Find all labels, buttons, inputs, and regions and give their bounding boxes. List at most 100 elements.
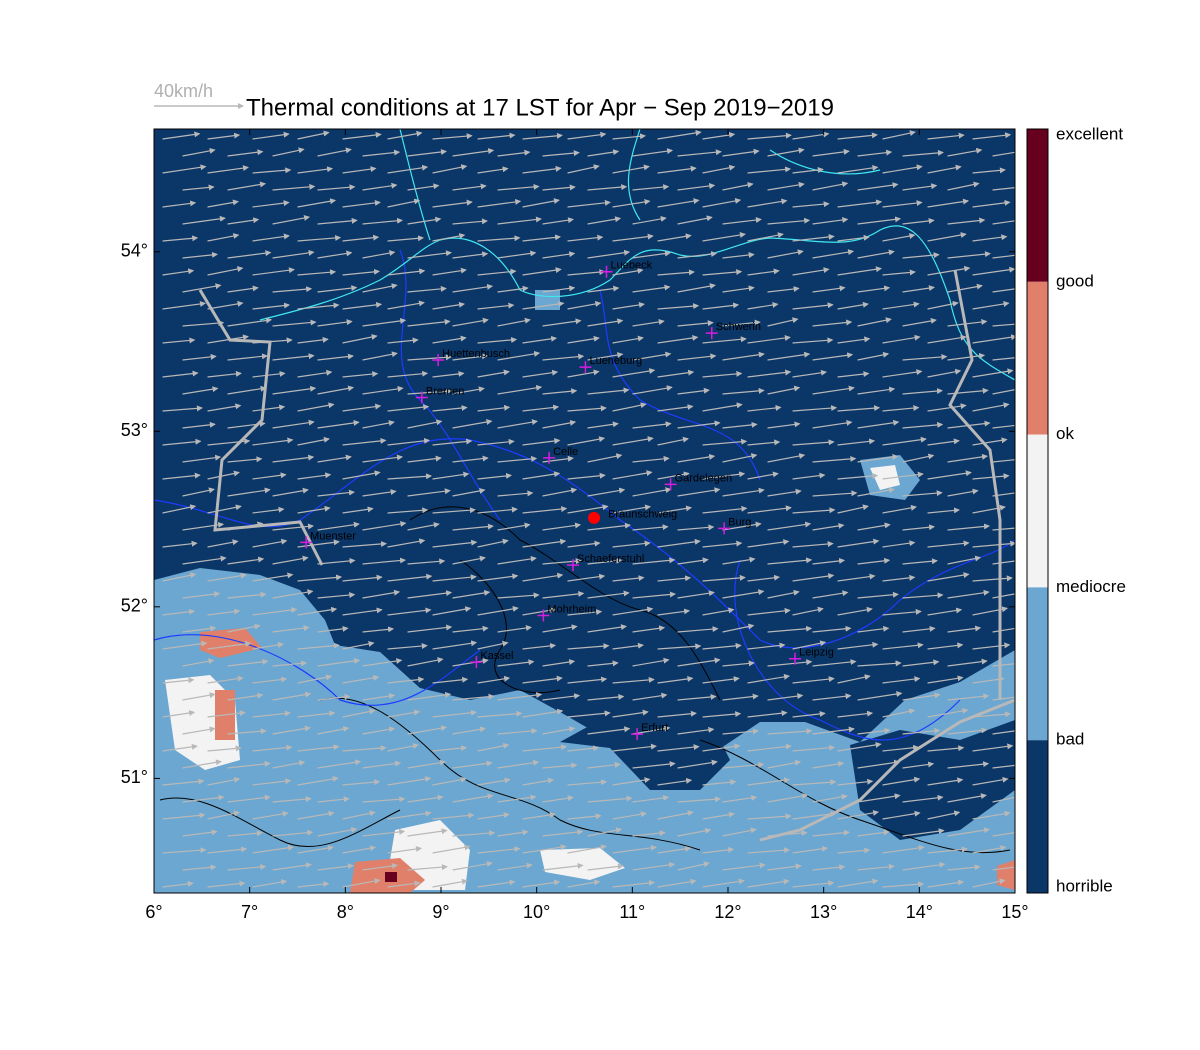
wind-arrow	[947, 283, 983, 293]
wind-arrow	[792, 166, 824, 174]
wind-arrow	[407, 318, 451, 327]
wind-arrow	[162, 640, 208, 650]
wind-arrow	[207, 675, 244, 684]
wind-arrow	[162, 608, 196, 616]
wind-arrow	[767, 830, 808, 837]
wind-arrow	[432, 267, 467, 276]
wind-arrow	[677, 453, 716, 463]
wind-arrow	[387, 676, 425, 684]
wind-arrow	[252, 200, 290, 208]
map-title: Thermal conditions at 17 LST for Apr − S…	[246, 94, 834, 121]
wind-arrow	[432, 878, 469, 888]
wind-arrow	[992, 796, 1015, 803]
wind-arrow	[612, 470, 653, 480]
wind-arrow	[522, 777, 554, 786]
colorbar-segment	[1027, 740, 1048, 893]
wind-arrow	[632, 215, 667, 225]
wind-arrow	[497, 490, 534, 497]
wind-arrow	[902, 421, 944, 429]
wind-arrow	[342, 540, 388, 548]
wind-arrow	[657, 404, 694, 412]
wind-arrow	[362, 250, 396, 259]
wind-arrow	[702, 232, 746, 242]
wind-arrow	[902, 217, 935, 225]
wind-arrow	[902, 861, 946, 871]
wind-arrow	[162, 164, 207, 174]
wind-arrow	[587, 216, 622, 225]
city-marker	[631, 728, 644, 741]
wind-arrow	[362, 420, 395, 429]
wind-arrow	[632, 148, 674, 157]
wind-arrow	[747, 813, 792, 820]
wind-arrow	[182, 320, 225, 327]
wind-arrow	[882, 369, 923, 378]
wind-arrow	[227, 794, 271, 803]
wind-arrow	[972, 810, 1011, 820]
wind-arrow	[297, 302, 340, 310]
wind-arrow	[407, 216, 442, 225]
wind-arrow	[477, 235, 521, 242]
wind-arrow	[522, 708, 564, 718]
wind-arrow	[702, 540, 743, 548]
x-tick-label: 9°	[432, 902, 449, 922]
wind-arrow	[972, 606, 1008, 616]
wind-arrow	[972, 540, 1015, 548]
wind-arrow	[252, 267, 295, 276]
city-label: Celle	[553, 446, 578, 458]
wind-arrow	[677, 251, 718, 259]
wind-arrow	[857, 182, 899, 191]
wind-arrow	[677, 590, 715, 599]
axes: 6° 7° 8° 9° 10° 11° 12° 13° 14° 15° 51° 52° 53° 54°	[121, 129, 1029, 922]
wind-arrow	[362, 520, 407, 531]
wind-arrow	[567, 573, 606, 582]
wind-arrow	[882, 405, 920, 412]
wind-arrow	[387, 235, 424, 242]
wind-arrow	[317, 217, 358, 225]
wind-arrow	[677, 759, 718, 769]
wind-arrow	[317, 693, 351, 701]
wind-arrow	[657, 845, 692, 854]
wind-arrow	[387, 776, 432, 786]
wind-arrow	[452, 830, 496, 837]
wind-arrow	[747, 505, 792, 514]
wind-arrow	[992, 388, 1015, 395]
wind-arrow	[162, 131, 201, 140]
wind-arrow	[252, 337, 293, 344]
wind-arrow	[272, 862, 313, 871]
wind-arrow	[497, 592, 540, 599]
wind-arrow	[567, 131, 607, 140]
wind-arrow	[567, 269, 606, 276]
wind-arrow	[162, 847, 207, 854]
wind-arrow	[837, 336, 871, 344]
wind-arrow	[387, 437, 431, 446]
wind-arrow	[272, 725, 311, 735]
wind-arrow	[227, 317, 273, 327]
wind-arrow	[702, 336, 747, 344]
wind-arrow	[542, 487, 578, 497]
wind-arrow	[972, 334, 1015, 344]
wind-arrow	[522, 642, 557, 650]
wind-arrow	[272, 660, 308, 667]
wind-arrow	[207, 880, 246, 888]
wind-arrow	[747, 302, 779, 310]
wind-arrow	[972, 743, 1014, 752]
wind-arrow	[972, 878, 1006, 888]
wind-arrow	[947, 387, 989, 395]
city-marker	[664, 478, 677, 491]
wind-arrow	[497, 183, 540, 191]
wind-arrow	[857, 591, 899, 599]
wind-arrow	[927, 232, 967, 242]
wind-arrow	[632, 591, 676, 599]
wind-arrow	[677, 283, 716, 293]
wind-arrow	[902, 318, 937, 327]
wind-arrow	[297, 269, 337, 276]
wind-arrow	[587, 795, 633, 803]
city-marker	[567, 559, 580, 572]
wind-arrow	[477, 538, 509, 548]
wind-arrow	[657, 710, 697, 718]
wind-arrow	[407, 455, 442, 463]
wind-arrow	[297, 198, 337, 208]
wind-arrow	[567, 504, 609, 514]
wind-arrow	[567, 609, 603, 616]
wind-arrow	[497, 659, 535, 667]
